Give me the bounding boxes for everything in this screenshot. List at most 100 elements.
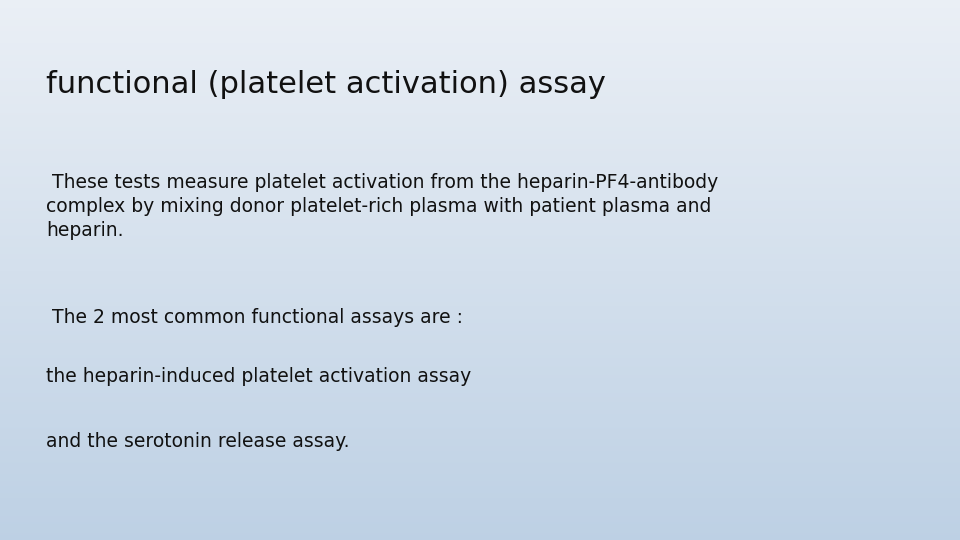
Bar <box>0 480 960 481</box>
Bar <box>0 201 960 202</box>
Bar <box>0 189 960 191</box>
Bar <box>0 0 960 2</box>
Bar <box>0 78 960 79</box>
Bar <box>0 334 960 335</box>
Bar <box>0 226 960 227</box>
Bar <box>0 319 960 320</box>
Bar <box>0 310 960 312</box>
Bar <box>0 501 960 502</box>
Bar <box>0 301 960 302</box>
Bar <box>0 539 960 540</box>
Bar <box>0 351 960 352</box>
Bar <box>0 324 960 325</box>
Bar <box>0 104 960 105</box>
Bar <box>0 318 960 319</box>
Bar <box>0 96 960 97</box>
Bar <box>0 152 960 154</box>
Bar <box>0 127 960 128</box>
Bar <box>0 444 960 446</box>
Bar <box>0 462 960 463</box>
Bar <box>0 3 960 4</box>
Bar <box>0 491 960 492</box>
Bar <box>0 146 960 147</box>
Bar <box>0 424 960 426</box>
Bar <box>0 458 960 459</box>
Bar <box>0 228 960 230</box>
Bar <box>0 39 960 40</box>
Bar <box>0 437 960 438</box>
Bar <box>0 240 960 241</box>
Bar <box>0 364 960 366</box>
Bar <box>0 213 960 214</box>
Text: The 2 most common functional assays are :: The 2 most common functional assays are … <box>46 308 463 327</box>
Bar <box>0 253 960 254</box>
Bar <box>0 516 960 517</box>
Bar <box>0 231 960 232</box>
Bar <box>0 393 960 394</box>
Bar <box>0 82 960 84</box>
Bar <box>0 265 960 266</box>
Bar <box>0 327 960 328</box>
Text: the heparin-induced platelet activation assay: the heparin-induced platelet activation … <box>46 367 471 386</box>
Bar <box>0 359 960 361</box>
Bar <box>0 249 960 251</box>
Bar <box>0 449 960 451</box>
Bar <box>0 355 960 356</box>
Bar <box>0 135 960 136</box>
Bar <box>0 363 960 364</box>
Bar <box>0 66 960 68</box>
Bar <box>0 239 960 240</box>
Bar <box>0 237 960 238</box>
Bar <box>0 61 960 62</box>
Bar <box>0 357 960 359</box>
Bar <box>0 69 960 70</box>
Bar <box>0 456 960 458</box>
Bar <box>0 160 960 162</box>
Bar <box>0 448 960 449</box>
Bar <box>0 16 960 17</box>
Bar <box>0 487 960 489</box>
Bar <box>0 361 960 362</box>
Bar <box>0 469 960 470</box>
Bar <box>0 426 960 427</box>
Bar <box>0 111 960 112</box>
Text: functional (platelet activation) assay: functional (platelet activation) assay <box>46 70 606 99</box>
Bar <box>0 49 960 50</box>
Bar <box>0 336 960 338</box>
Bar <box>0 176 960 177</box>
Bar <box>0 294 960 296</box>
Bar <box>0 343 960 345</box>
Bar <box>0 42 960 43</box>
Bar <box>0 497 960 498</box>
Bar <box>0 270 960 271</box>
Bar <box>0 43 960 45</box>
Bar <box>0 2 960 3</box>
Bar <box>0 94 960 96</box>
Bar <box>0 233 960 235</box>
Bar <box>0 512 960 513</box>
Bar <box>0 459 960 460</box>
Bar <box>0 194 960 195</box>
Bar <box>0 102 960 103</box>
Bar <box>0 27 960 28</box>
Bar <box>0 251 960 252</box>
Bar <box>0 97 960 98</box>
Bar <box>0 352 960 354</box>
Bar <box>0 248 960 249</box>
Bar <box>0 124 960 126</box>
Bar <box>0 325 960 327</box>
Bar <box>0 390 960 392</box>
Bar <box>0 139 960 140</box>
Bar <box>0 177 960 178</box>
Bar <box>0 100 960 102</box>
Bar <box>0 92 960 93</box>
Bar <box>0 460 960 462</box>
Bar <box>0 11 960 12</box>
Bar <box>0 316 960 317</box>
Bar <box>0 278 960 280</box>
Bar <box>0 471 960 472</box>
Bar <box>0 247 960 248</box>
Bar <box>0 81 960 82</box>
Bar <box>0 32 960 33</box>
Bar <box>0 481 960 482</box>
